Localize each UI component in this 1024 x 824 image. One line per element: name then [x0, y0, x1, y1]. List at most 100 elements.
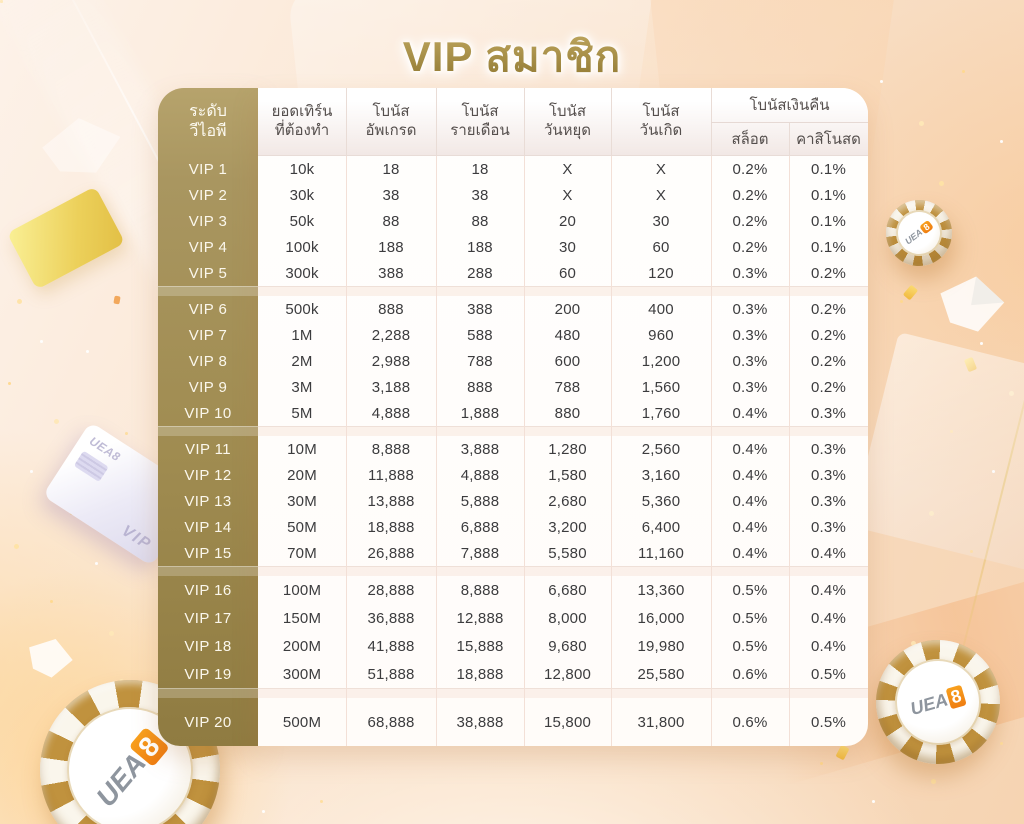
value-cell: 0.3% [811, 404, 846, 422]
value-cell: 0.4% [732, 492, 768, 510]
header-holiday-bonus: โบนัส วันหยุด [524, 88, 611, 156]
value-cell: 28,888 [367, 581, 415, 599]
value-cell: 50M [287, 518, 317, 536]
value-cell: 60 [652, 238, 670, 256]
gold-card-graphic [6, 186, 126, 290]
value-cell: 0.4% [811, 609, 846, 627]
value-cell: 0.3% [732, 300, 768, 318]
value-cell: 88 [382, 212, 400, 230]
table-groups: VIP 1 10k 18 18 X X 0.2% 0.1% VIP 2 30k 38 38 X X 0.2%… [158, 156, 868, 746]
brand-logo: UEA 8 [909, 684, 968, 719]
group-gap-body [258, 688, 868, 698]
value-cell: 150M [282, 609, 322, 627]
vip-level-cell: VIP 11 [184, 440, 232, 458]
value-cell: 788 [467, 352, 493, 370]
value-cell: 18 [471, 160, 489, 178]
vip-group: VIP 11 10M 8,888 3,888 1,280 2,560 0.4% 0.3% VIP… [158, 436, 868, 566]
table-row: VIP 13 30M 13,888 5,888 2,680 5,360 0.4% 0.3% [158, 488, 868, 514]
value-cell: 388 [467, 300, 493, 318]
header-turnover: ยอดเทิร์น ที่ต้องทำ [258, 88, 346, 156]
value-cell: 38 [471, 186, 489, 204]
table-row: VIP 15 70M 26,888 7,888 5,580 11,160 0.4% 0.4% [158, 540, 868, 566]
value-cell: 600 [554, 352, 581, 370]
value-cell: 8,888 [460, 581, 500, 599]
value-cell: 0.4% [732, 440, 768, 458]
value-cell: 18 [382, 160, 400, 178]
value-cell: 12,800 [543, 665, 592, 683]
value-cell: 888 [378, 300, 404, 318]
value-cell: 2M [291, 352, 313, 370]
table-row: VIP 12 20M 11,888 4,888 1,580 3,160 0.4% 0.3% [158, 462, 868, 488]
value-cell: X [562, 160, 573, 178]
value-cell: 0.3% [732, 378, 768, 396]
value-cell: 18,888 [367, 518, 415, 536]
table-row: VIP 8 2M 2,988 788 600 1,200 0.3% 0.2% [158, 348, 868, 374]
value-cell: 0.3% [732, 352, 768, 370]
value-cell: 5,360 [641, 492, 681, 510]
value-cell: 0.1% [811, 238, 846, 256]
sparkles-bottom [0, 0, 3, 3]
vip-level-cell: VIP 2 [188, 186, 228, 204]
value-cell: 3M [291, 378, 313, 396]
value-cell: 0.4% [732, 404, 768, 422]
faint-card-graphic [850, 331, 1024, 573]
value-cell: 500M [282, 713, 322, 731]
value-cell: 188 [378, 238, 404, 256]
table-row: VIP 16 100M 28,888 8,888 6,680 13,360 0.5% 0.4% [158, 576, 868, 604]
card-vip-label: VIP [118, 522, 155, 554]
value-cell: 500k [285, 300, 319, 318]
group-gap [158, 688, 868, 698]
value-cell: 200M [282, 637, 322, 655]
brand-suffix: 8 [946, 684, 968, 709]
value-cell: 300k [285, 264, 319, 282]
value-cell: 0.1% [811, 160, 846, 178]
value-cell: 20M [287, 466, 317, 484]
table-row: VIP 6 500k 888 388 200 400 0.3% 0.2% [158, 296, 868, 322]
vip-level-cell: VIP 5 [188, 264, 228, 282]
diamond-gem-icon [39, 114, 125, 183]
group-gap-body [258, 566, 868, 576]
value-cell: 120 [648, 264, 674, 282]
value-cell: 30M [287, 492, 317, 510]
vip-level-cell: VIP 17 [184, 609, 232, 627]
group-gap-gold [158, 688, 258, 698]
page-title: VIP สมาชิก [0, 24, 1024, 90]
header-upgrade-bonus: โบนัส อัพเกรด [346, 88, 436, 156]
value-cell: 1,280 [548, 440, 587, 458]
value-cell: 0.2% [811, 300, 846, 318]
value-cell: 51,888 [367, 665, 415, 683]
brand-prefix: UEA [908, 689, 951, 719]
vip-level-cell: VIP 4 [188, 238, 228, 256]
vip-level-cell: VIP 1 [188, 160, 228, 178]
value-cell: X [655, 160, 667, 178]
value-cell: 30 [652, 212, 670, 230]
value-cell: 68,888 [367, 713, 415, 731]
group-gap-gold [158, 426, 258, 436]
value-cell: 10k [289, 160, 315, 178]
value-cell: 10M [287, 440, 317, 458]
table-row: VIP 5 300k 388 288 60 120 0.3% 0.2% [158, 260, 868, 286]
group-gap-body [258, 286, 868, 296]
table-row: VIP 7 1M 2,288 588 480 960 0.3% 0.2% [158, 322, 868, 348]
vip-level-cell: VIP 12 [184, 466, 232, 484]
value-cell: 0.2% [811, 264, 846, 282]
value-cell: 0.2% [811, 326, 846, 344]
table-row: VIP 3 50k 88 88 20 30 0.2% 0.1% [158, 208, 868, 234]
vip-level-cell: VIP 20 [184, 713, 232, 731]
value-cell: 888 [467, 378, 493, 396]
value-cell: 1,560 [641, 378, 681, 396]
header-line: วันเกิด [639, 122, 683, 139]
value-cell: 15,888 [456, 637, 504, 655]
value-cell: 0.1% [811, 186, 846, 204]
gold-streak [948, 256, 1024, 704]
value-cell: 5,888 [460, 492, 500, 510]
value-cell: 0.5% [732, 637, 768, 655]
casino-chip-top-right: UEA 8 [878, 192, 960, 274]
value-cell: 588 [467, 326, 493, 344]
value-cell: 0.4% [732, 544, 768, 562]
group-gap [158, 566, 868, 576]
value-cell: 200 [554, 300, 581, 318]
gold-confetti [902, 284, 919, 301]
value-cell: 388 [378, 264, 404, 282]
group-gap [158, 426, 868, 436]
